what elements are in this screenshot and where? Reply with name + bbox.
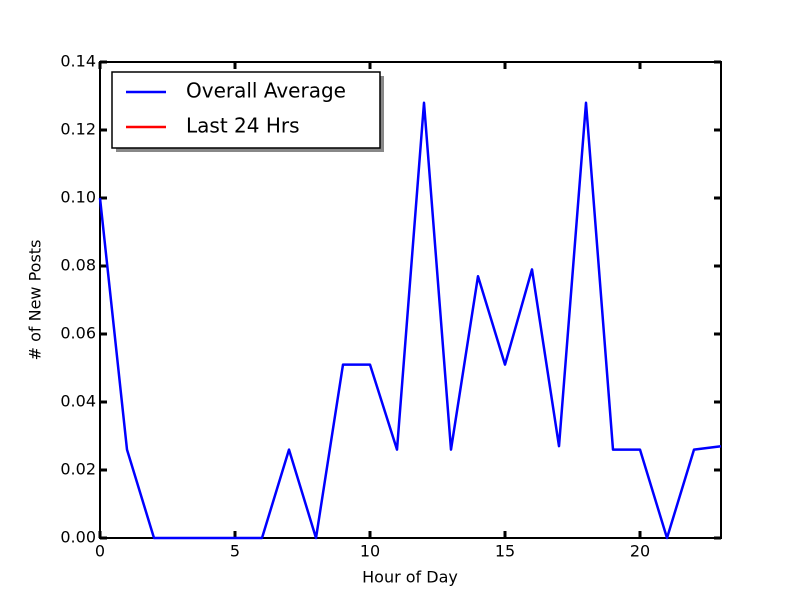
x-axis-label: Hour of Day [362, 568, 458, 587]
legend-label: Overall Average [186, 79, 346, 103]
y-tick-label: 0.14 [60, 52, 96, 71]
y-tick-label: 0.02 [60, 460, 96, 479]
legend-box [111, 71, 381, 149]
y-tick-label: 0.08 [60, 256, 96, 275]
x-tick-label: 20 [630, 542, 650, 561]
legend: Overall Average Last 24 Hrs [111, 71, 384, 152]
series-line [98, 101, 722, 540]
x-tick-label: 10 [360, 542, 380, 561]
y-tick-label: 0.10 [60, 188, 96, 207]
y-tick-label: 0.00 [60, 528, 96, 547]
y-tick-label: 0.12 [60, 120, 96, 139]
y-tick-label: 0.04 [60, 392, 96, 411]
y-tick-label: 0.06 [60, 324, 96, 343]
x-tick-label: 5 [230, 542, 240, 561]
legend-label: Last 24 Hrs [186, 114, 300, 138]
x-tick-label: 0 [95, 542, 105, 561]
y-axis-label: # of New Posts [26, 240, 45, 361]
plot-frame [99, 61, 722, 539]
x-tick-label: 15 [495, 542, 515, 561]
